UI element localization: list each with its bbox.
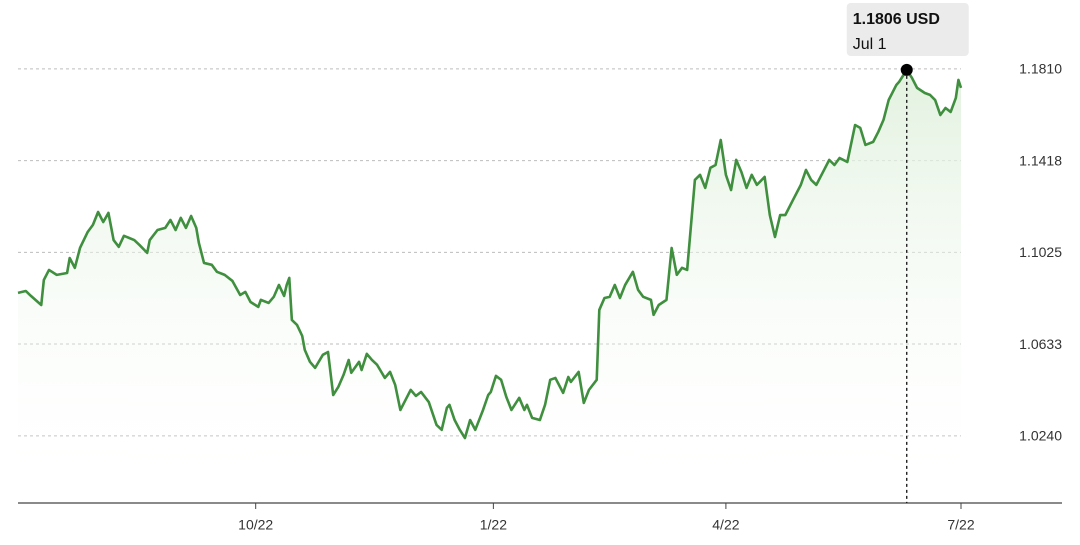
y-tick-label: 1.1025 bbox=[1019, 244, 1062, 260]
x-tick-label: 10/22 bbox=[238, 517, 273, 533]
tooltip-date: Jul 1 bbox=[853, 36, 887, 53]
x-tick-label: 7/22 bbox=[947, 517, 974, 533]
y-tick-label: 1.0633 bbox=[1019, 336, 1062, 352]
y-tick-label: 1.1418 bbox=[1019, 152, 1062, 168]
y-tick-label: 1.0240 bbox=[1019, 428, 1062, 444]
y-tick-label: 1.1810 bbox=[1019, 61, 1062, 77]
x-tick-label: 4/22 bbox=[712, 517, 739, 533]
tooltip-box bbox=[846, 3, 969, 56]
tooltip-value: 1.1806 USD bbox=[853, 11, 940, 28]
x-tick-label: 1/22 bbox=[480, 517, 507, 533]
line bbox=[17, 68, 963, 440]
tooltip-dot bbox=[900, 63, 913, 76]
area bbox=[18, 69, 961, 504]
